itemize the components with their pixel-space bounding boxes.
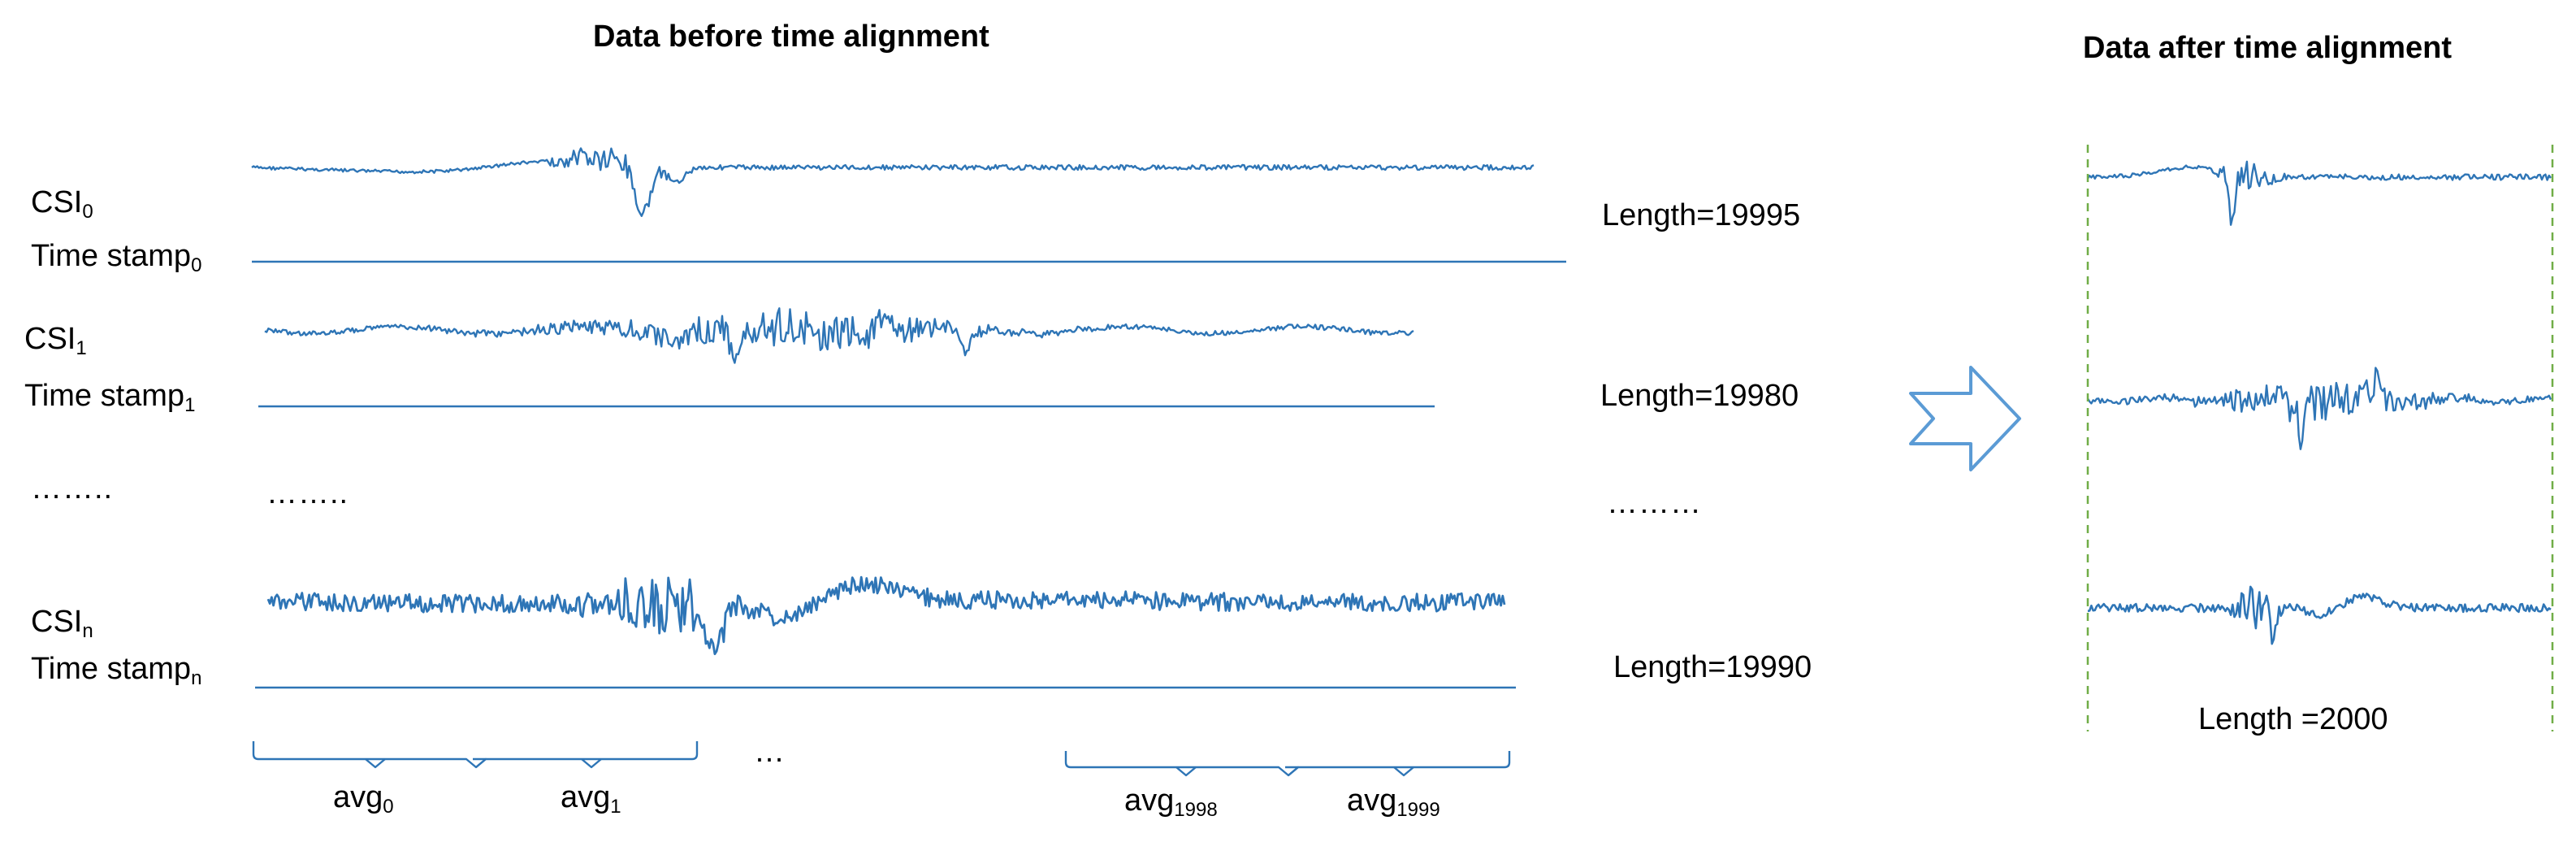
avg-0-label: avg0	[333, 780, 394, 818]
avg-1998-brace	[1064, 751, 1300, 777]
length-0-label: Length=19995	[1602, 198, 1801, 232]
averaging-braces	[252, 741, 1511, 777]
length-ellipsis: ………	[1607, 486, 1702, 520]
brace-ellipsis: …	[754, 735, 786, 769]
csi-0-label: CSI0	[31, 185, 93, 223]
csi-n-waveform	[266, 575, 1506, 656]
avg-1999-label: avg1999	[1347, 783, 1440, 821]
avg-0-brace	[252, 741, 487, 769]
avg-1999-brace	[1288, 751, 1511, 776]
after-alignment-title: Data after time alignment	[2083, 31, 2452, 65]
avg-1998-tick	[1175, 766, 1197, 777]
aligned-csi-n-waveform	[2087, 585, 2552, 645]
rows-ellipsis-left: ……..	[31, 471, 114, 506]
length-n-label: Length=19990	[1613, 650, 1812, 684]
aligned-csi-0-waveform	[2086, 160, 2552, 226]
avg-1-tick	[581, 758, 602, 769]
csi-1-waveform	[264, 307, 1414, 364]
length-1-label: Length=19980	[1600, 379, 1799, 413]
csi-1-label: CSI1	[24, 322, 87, 359]
timestamp-n-label: Time stampn	[31, 652, 202, 689]
avg-1998-label: avg1998	[1124, 783, 1218, 821]
timestamp-0-label: Time stamp0	[31, 239, 202, 276]
after-length-label: Length =2000	[2198, 702, 2388, 736]
before-alignment-title: Data before time alignment	[593, 20, 989, 54]
avg-1999-tick	[1393, 766, 1414, 777]
csi-n-label: CSIn	[31, 605, 93, 642]
rows-ellipsis-middle: ……..	[266, 476, 349, 510]
avg-0-tick	[365, 758, 386, 769]
timestamp-1-label: Time stamp1	[24, 379, 196, 416]
avg-1-label: avg1	[561, 780, 621, 818]
avg-0-brace-right	[475, 741, 699, 768]
transition-arrow-icon	[1909, 366, 2021, 471]
aligned-csi-1-waveform	[2086, 367, 2552, 450]
csi-0-waveform	[251, 147, 1535, 217]
